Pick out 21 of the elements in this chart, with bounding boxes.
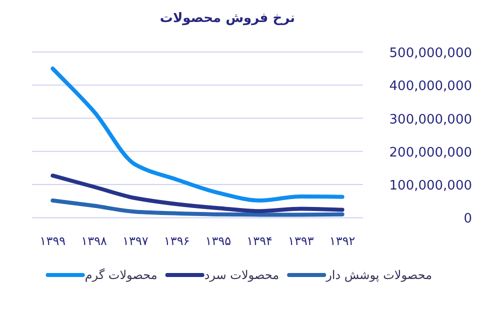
x-tick-label: ۱۳۹۲ [329,234,356,248]
chart-title: نرخ فروش محصولات [160,11,296,26]
x-tick-label: ۱۳۹۴ [246,234,272,248]
y-tick-label: 400,000,000 [389,79,472,94]
legend-label: محصولات سرد [204,268,280,282]
x-tick-label: ۱۳۹۳ [288,234,314,248]
line-series [50,66,344,202]
y-tick-label: 0 [464,212,472,227]
x-tick-label: ۱۳۹۵ [205,234,232,248]
y-tick-label: 200,000,000 [389,145,472,160]
x-tick-label: ۱۳۹۶ [164,234,190,248]
x-tick-label: ۱۳۹۷ [122,234,149,248]
line-series [50,174,344,214]
y-tick-label: 300,000,000 [389,112,472,128]
line-series [50,198,344,217]
x-tick-label: ۱۳۹۸ [81,234,108,248]
y-tick-label: 100,000,000 [389,178,472,194]
legend-label: محصولات گرم [84,268,158,282]
legend-label: محصولات پوشش دار [325,268,432,282]
y-tick-label: 500,000,000 [389,46,472,61]
x-tick-label: ۱۳۹۹ [40,234,66,248]
